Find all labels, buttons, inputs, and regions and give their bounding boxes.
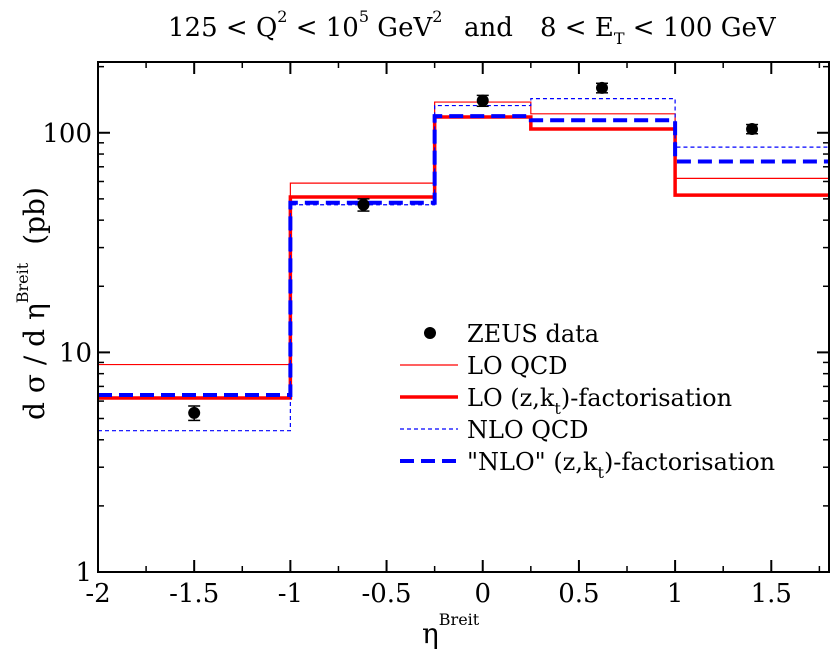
legend-label: ZEUS data — [467, 320, 599, 348]
legend-label: LO QCD — [467, 352, 568, 380]
x-tick-label: -2 — [85, 579, 110, 609]
data-point — [357, 198, 370, 212]
data-point-marker — [596, 81, 609, 94]
series-layer — [98, 98, 829, 432]
data-point — [596, 81, 609, 94]
legend-label: LO (z,kt)-factorisation — [467, 384, 732, 418]
y-tick-label: 100 — [42, 119, 92, 149]
data-point-marker — [188, 406, 201, 419]
y-tick-label: 1 — [75, 558, 92, 588]
x-tick-label: 1.5 — [751, 579, 792, 609]
legend-entry: LO QCD — [400, 352, 568, 380]
data-point — [188, 405, 201, 422]
chart-title: 125 < Q2 < 105 GeV2 and 8 < ET < 100 GeV — [168, 0, 777, 48]
data-point — [746, 123, 759, 136]
legend-entry: LO (z,kt)-factorisation — [400, 384, 732, 418]
y-axis-label: d σ / d ηBreit(pb) — [13, 187, 51, 420]
x-axis-label: ηBreit — [422, 610, 480, 649]
data-point-marker — [746, 123, 759, 136]
legend: ZEUS data LO QCD LO (z,kt)-factorisationNL… — [400, 320, 775, 482]
x-tick-label: 0.5 — [558, 579, 599, 609]
data-points-layer — [188, 81, 759, 422]
legend-entry: NLO QCD — [400, 416, 589, 444]
axes-layer: -2 -1.5 -1 -0.5 0 0.5 1 1.5 1 10 100 — [42, 61, 830, 609]
x-tick-label: -1 — [278, 579, 303, 609]
legend-marker-dot — [424, 327, 436, 339]
legend-entry: "NLO" (z,kt)-factorisation — [400, 448, 775, 482]
data-point-marker — [476, 94, 489, 107]
x-tick-label: 0 — [474, 579, 491, 609]
series-nlo-z-k-t-factorisation — [98, 114, 829, 397]
x-tick-label: 1 — [667, 579, 684, 609]
y-tick-label: 10 — [59, 338, 92, 368]
series-lo-qcd — [98, 101, 829, 366]
data-point-marker — [357, 198, 370, 211]
data-point — [476, 94, 489, 108]
series-lo-z-k-t-factorisation — [98, 115, 829, 400]
plot-frame — [97, 61, 830, 573]
legend-label: "NLO" (z,kt)-factorisation — [467, 448, 775, 482]
x-tick-label: -0.5 — [361, 579, 411, 609]
series-nlo-qcd — [98, 98, 829, 432]
legend-entry: ZEUS data — [424, 320, 599, 348]
x-tick-label: -1.5 — [169, 579, 219, 609]
legend-label: NLO QCD — [467, 416, 589, 444]
